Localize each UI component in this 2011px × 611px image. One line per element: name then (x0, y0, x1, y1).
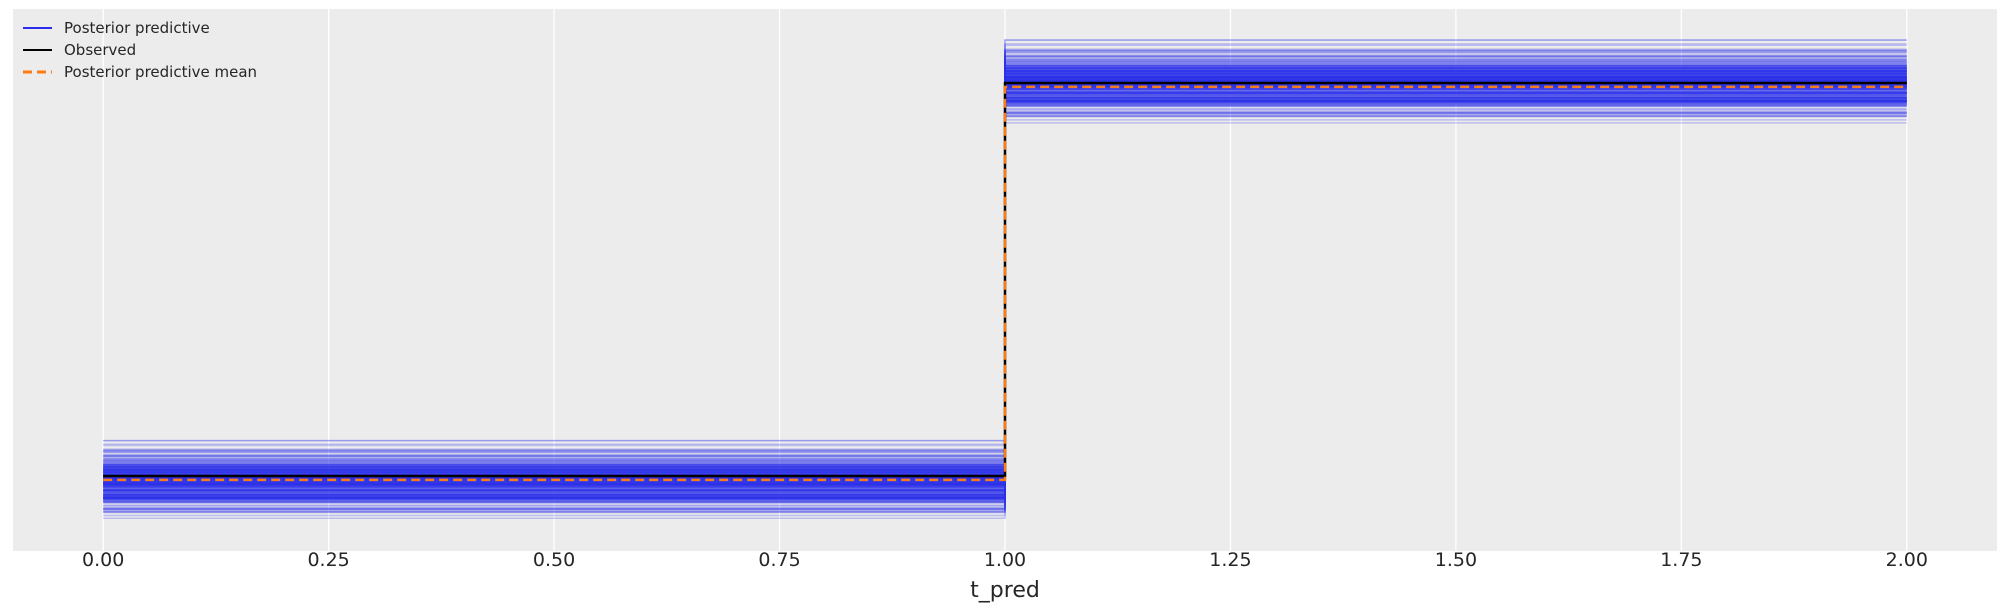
x-axis-label: t_pred (970, 578, 1040, 603)
x-tick-label: 0.75 (758, 549, 800, 571)
legend-label-posterior-predictive-mean: Posterior predictive mean (64, 63, 257, 81)
legend-label-posterior-predictive: Posterior predictive (64, 19, 210, 37)
x-tick-label: 0.25 (307, 549, 349, 571)
posterior-predictive-mean-line (103, 85, 1907, 482)
legend-label-observed: Observed (64, 41, 136, 59)
x-tick-label: 1.50 (1435, 549, 1477, 571)
x-tick-label: 1.00 (984, 549, 1026, 571)
observed-line (103, 81, 1907, 478)
legend: Posterior predictive Observed Posterior … (23, 19, 257, 81)
x-tick-label: 1.25 (1209, 549, 1251, 571)
x-tick-label: 1.75 (1660, 549, 1702, 571)
x-tick-label: 2.00 (1886, 549, 1928, 571)
x-tick-label: 0.00 (82, 549, 124, 571)
x-tick-label: 0.50 (533, 549, 575, 571)
gridlines (102, 9, 1908, 551)
series-lines (103, 81, 1907, 482)
x-ticks: 0.00 0.25 0.50 0.75 1.00 1.25 1.50 1.75 2.00 (82, 549, 1928, 571)
